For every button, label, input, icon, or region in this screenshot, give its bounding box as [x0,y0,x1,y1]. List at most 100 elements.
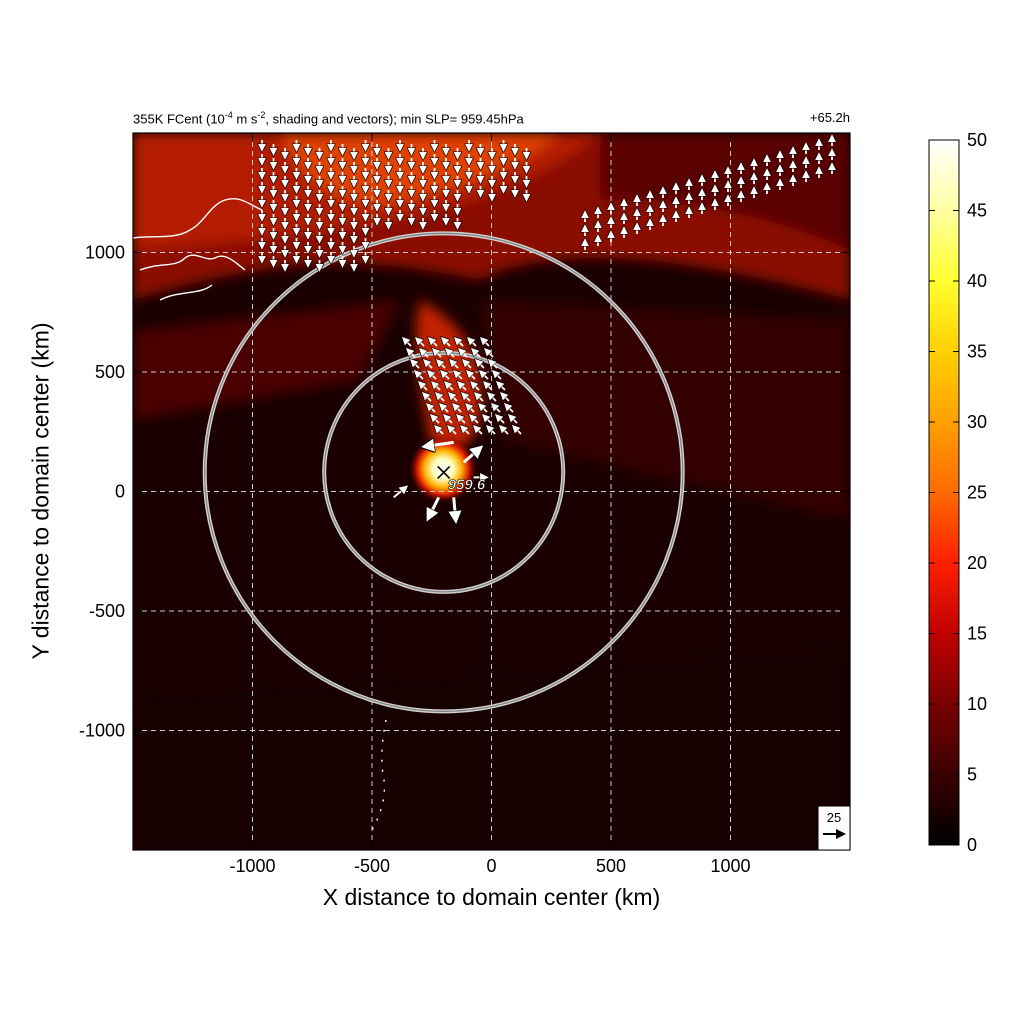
wind-vector [494,372,502,380]
wind-vector [498,383,506,391]
wind-vector [437,394,445,402]
wind-vector [459,383,467,391]
wind-vector [429,372,437,380]
wind-vector [501,427,509,435]
wind-vector [502,394,510,402]
wind-vector [393,487,406,499]
wind-vector [469,339,477,347]
gridlines [133,133,850,850]
y-axis-label: Y distance to domain center (km) [27,322,54,660]
wind-vector [510,416,518,424]
colorbar-tick-label: 45 [967,201,987,221]
wind-vector [485,383,493,391]
wind-vector [477,361,485,369]
wind-vector [425,361,433,369]
wind-vector [464,361,472,369]
forecast-hour: +65.2h [809,110,850,125]
wind-vector [420,383,428,391]
wind-vector [484,416,492,424]
wind-vector [486,350,494,358]
y-tick-label: 0 [115,482,125,502]
x-tick-label: -500 [354,856,390,876]
x-tick-label: 500 [596,856,626,876]
wind-vector [475,427,483,435]
wind-vector [429,496,441,517]
wind-vector [454,405,462,413]
wind-vector [468,372,476,380]
colorbar-tick-label: 30 [967,412,987,432]
wind-vector [442,372,450,380]
wind-vector [416,372,424,380]
colorbar-tick-label: 10 [967,694,987,714]
colorbar-tick-label: 5 [967,765,977,785]
reference-vector: 25 [817,805,851,851]
wind-vector [476,394,484,402]
wind-vector [506,405,514,413]
colorbar-tick-label: 15 [967,624,987,644]
wind-vector [463,394,471,402]
shading-layer [133,133,850,850]
x-axis-ticks: -1000 -500 0 500 1000 [229,133,751,876]
reference-vector-label: 25 [827,810,841,825]
wind-vector [441,405,449,413]
colorbar-tick-label: 25 [967,483,987,503]
x-tick-label: 0 [486,856,496,876]
x-tick-label: 1000 [710,856,750,876]
x-axis-label: X distance to domain center (km) [322,884,661,910]
wind-vector [408,350,416,358]
wind-vector [480,405,488,413]
storm-center: 959.6 [437,465,486,494]
radius-rings [202,231,685,714]
x-tick-label: -1000 [229,856,275,876]
wind-vector [446,383,454,391]
y-tick-label: -1000 [79,721,125,741]
wind-vector [454,497,456,519]
colorbar-tick-label: 40 [967,271,987,291]
wind-vector [471,416,479,424]
wind-vector [424,394,432,402]
wind-vector [467,405,475,413]
wind-vector [430,339,438,347]
wind-vector [426,442,454,446]
wind-vector [489,394,497,402]
wind-vector [473,350,481,358]
plot-title: 355K FCent (10-4 m s-2, shading and vect… [133,110,524,127]
wind-vector [436,427,444,435]
wind-vector [481,372,489,380]
wind-vector [462,427,470,435]
colorbar-tick-label: 20 [967,553,987,573]
wind-vector [450,394,458,402]
wind-vector [462,448,480,464]
ring-1000km-inner [204,232,684,712]
wind-vector [460,350,468,358]
wind-vectors [262,137,832,519]
wind-vector [451,361,459,369]
wind-vector [433,383,441,391]
y-tick-label: -500 [89,601,125,621]
wind-vector [490,361,498,369]
wind-vector [417,339,425,347]
wind-vector [482,339,490,347]
wind-vector [449,427,457,435]
wind-vector [404,339,412,347]
wind-vector [445,416,453,424]
wind-vector [432,416,440,424]
y-tick-label: 1000 [85,243,125,263]
wind-vector [514,427,522,435]
wind-vector [472,383,480,391]
colorbar: 0 5 10 15 20 25 30 35 40 45 50 [928,130,987,855]
colorbar-ticks: 0 5 10 15 20 25 30 35 40 45 50 [929,130,987,855]
wind-vector [443,339,451,347]
wind-vector [455,372,463,380]
colorbar-tick-label: 0 [967,835,977,855]
wind-vector [493,405,501,413]
wind-vector [438,361,446,369]
wind-vector [412,361,420,369]
colorbar-tick-label: 50 [967,130,987,150]
wind-vector [456,339,464,347]
island-chain [371,719,387,831]
storm-pressure-label: 959.6 [448,476,486,493]
y-tick-label: 500 [95,362,125,382]
